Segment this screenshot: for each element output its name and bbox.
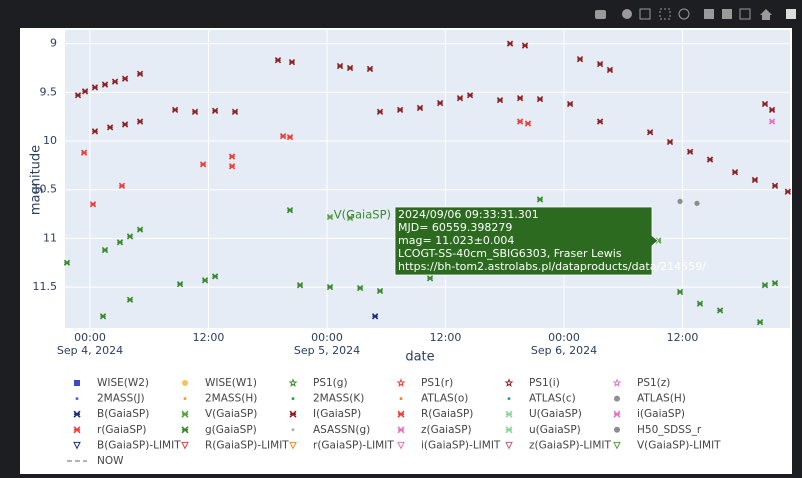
plot-area	[65, 30, 790, 328]
x-tick-sublabel: Sep 5, 2024	[294, 344, 360, 357]
tooltip-line: mag= 11.023±0.004	[398, 234, 514, 247]
data-point	[677, 199, 682, 204]
page: {"chart_data": {"type": "scatter", "x_la…	[0, 0, 802, 474]
legend-symbol	[614, 396, 620, 402]
legend-label: ATLAS(c)	[529, 393, 576, 405]
legend-label: V(GaiaSP)	[205, 408, 257, 420]
x-tick-sublabel: Sep 6, 2024	[531, 344, 597, 357]
legend-symbol	[400, 397, 403, 400]
y-tick-label: 10.5	[33, 183, 58, 196]
y-axis-title: magnitude	[29, 145, 44, 215]
legend-symbol	[508, 397, 511, 400]
legend-label: i(GaiaSP)-LIMIT	[421, 439, 501, 451]
tooltip-line: https://bh-tom2.astrolabs.pl/dataproduct…	[398, 260, 706, 273]
legend-label: u(GaiaSP)	[529, 424, 581, 436]
legend-label: H50_SDSS_r	[637, 424, 702, 436]
box-select-icon[interactable]	[660, 9, 670, 19]
y-tick-label: 11.5	[33, 280, 58, 293]
x-tick-sublabel: Sep 4, 2024	[57, 344, 123, 357]
legend-label: R(GaiaSP)	[421, 408, 473, 420]
legend-symbol	[614, 427, 620, 433]
tooltip-line: MJD= 60559.398279	[398, 221, 512, 234]
legend-label: R(GaiaSP)-LIMIT	[205, 439, 289, 451]
legend-label: z(GaiaSP)-LIMIT	[529, 439, 612, 451]
tooltip-line: LCOGT-SS-40cm_SBIG6303, Fraser Lewis	[398, 247, 622, 260]
legend-symbol	[184, 397, 187, 400]
legend-label: ATLAS(H)	[637, 393, 686, 405]
tooltip-series-name: V(GaiaSP)	[334, 208, 391, 222]
legend-symbol	[292, 428, 295, 431]
legend-label: WISE(W1)	[205, 377, 257, 389]
legend-label: PS1(z)	[637, 377, 670, 389]
lasso-icon[interactable]	[679, 9, 689, 19]
y-tick-label: 9	[50, 37, 57, 50]
legend-symbol	[292, 397, 295, 400]
legend-label: r(GaiaSP)	[97, 424, 146, 436]
legend-label: ASASSN(g)	[313, 424, 370, 436]
legend-label: 2MASS(K)	[313, 393, 364, 405]
legend-label: PS1(g)	[313, 377, 348, 389]
legend-label: z(GaiaSP)	[421, 424, 472, 436]
legend-label: g(GaiaSP)	[205, 424, 257, 436]
reset-icon[interactable]	[760, 9, 772, 20]
legend-symbol	[76, 397, 79, 400]
data-point	[694, 201, 699, 206]
x-tick-label: 00:00	[311, 331, 343, 344]
autoscale-icon[interactable]	[740, 9, 750, 19]
zoom-icon[interactable]	[622, 9, 632, 19]
legend-label: I(GaiaSP)	[313, 408, 361, 420]
pan-icon[interactable]	[640, 9, 650, 19]
legend-label: i(GaiaSP)	[637, 408, 685, 420]
x-tick-label: 00:00	[74, 331, 106, 344]
legend-symbol	[182, 380, 188, 386]
legend-label: U(GaiaSP)	[529, 408, 582, 420]
tooltip-line: 2024/09/06 09:33:31.301	[398, 208, 539, 221]
legend-label: V(GaiaSP)-LIMIT	[637, 439, 721, 451]
camera-icon[interactable]	[595, 10, 606, 19]
y-tick-label: 9.5	[40, 85, 58, 98]
legend-label: NOW	[97, 455, 124, 467]
x-tick-label: 12:00	[193, 331, 225, 344]
legend-label: B(GaiaSP)-LIMIT	[97, 439, 181, 451]
x-tick-label: 12:00	[667, 331, 699, 344]
legend-label: WISE(W2)	[97, 377, 149, 389]
legend-label: PS1(r)	[421, 377, 453, 389]
x-axis-title: date	[405, 350, 434, 365]
legend-label: ATLAS(o)	[421, 393, 468, 405]
legend-label: 2MASS(J)	[97, 393, 145, 405]
x-tick-label: 00:00	[548, 331, 580, 344]
modebar	[595, 9, 796, 20]
legend-label: r(GaiaSP)-LIMIT	[313, 439, 394, 451]
plotly-logo[interactable]	[786, 9, 796, 19]
legend-symbol	[74, 380, 80, 386]
y-tick-label: 10	[43, 134, 57, 147]
zoom-in-icon[interactable]	[704, 9, 714, 19]
y-tick-label: 11	[43, 231, 57, 244]
legend-label: 2MASS(H)	[205, 393, 257, 405]
legend-label: PS1(i)	[529, 377, 560, 389]
legend-label: B(GaiaSP)	[97, 408, 149, 420]
x-tick-label: 12:00	[430, 331, 462, 344]
zoom-out-icon[interactable]	[722, 9, 732, 19]
chart: date magnitude 99.51010.51111.500:00Sep …	[0, 0, 802, 474]
